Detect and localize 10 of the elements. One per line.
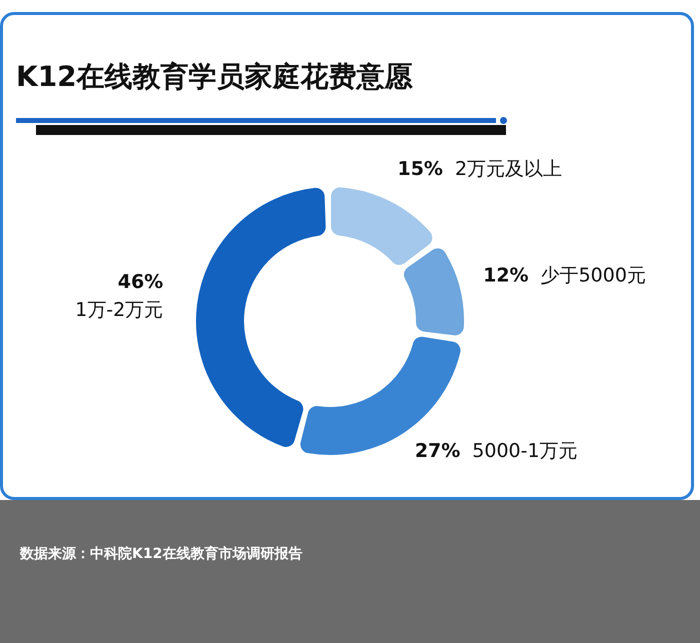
chart-title: K12在线教育学员家庭花费意愿 [16,59,413,95]
data-label: 46% [118,271,164,294]
slice-label: 5000-1万元 [472,440,578,462]
slice-label: 1万-2万元 [75,299,164,322]
data-label: 15% [397,158,443,180]
slice-label: 2万元及以上 [454,158,562,180]
data-label: 12% [483,264,529,287]
data-label: 27% [414,440,460,462]
slice-label: 少于5000元 [540,264,646,287]
source-note: 数据来源：中科院K12在线教育市场调研报告 [20,545,302,563]
